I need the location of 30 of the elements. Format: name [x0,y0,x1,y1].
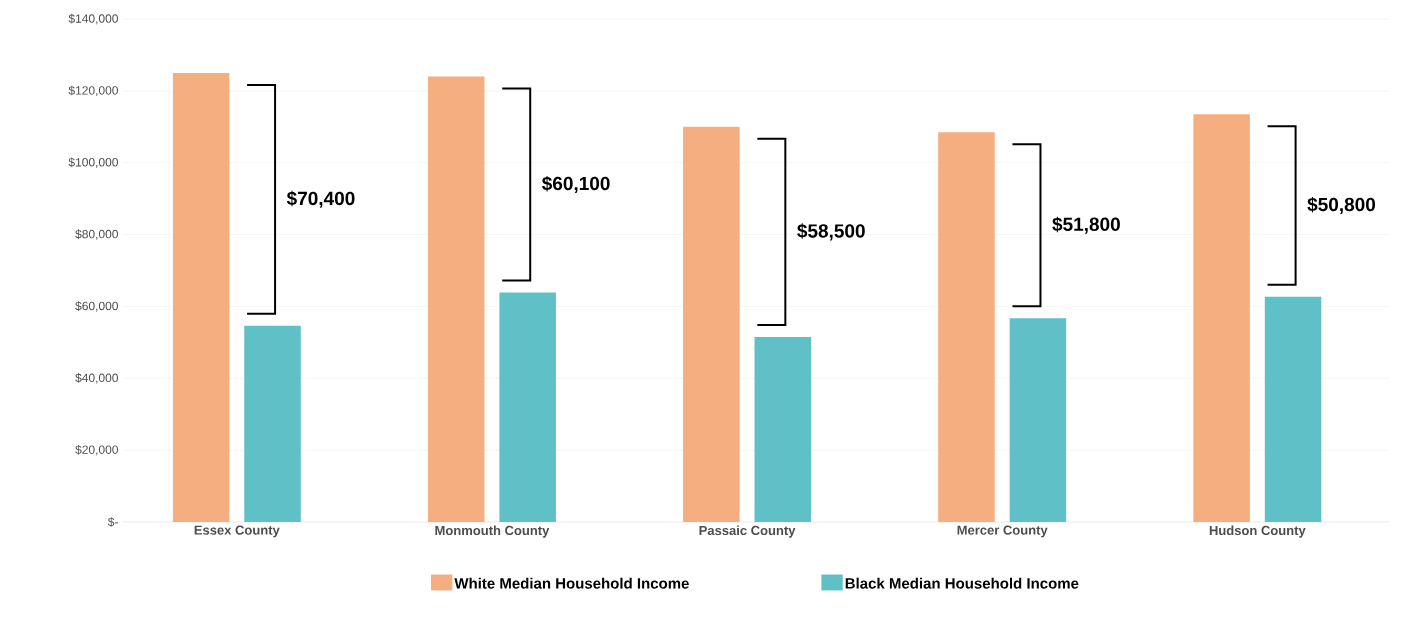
x-tick-label: Monmouth County [435,525,550,538]
bar [754,336,812,522]
bar [938,132,995,522]
x-tick-label: Essex County [194,525,280,538]
annotation: $60,100 [542,175,610,193]
y-tick-label: $40,000 [75,373,118,384]
y-tick-label: $- [107,517,118,527]
bar [1009,318,1067,522]
bar [683,126,740,522]
x-tick-label: Mercer County [957,525,1048,538]
y-tick-label: $100,000 [68,157,118,168]
annotation: $50,800 [1307,196,1376,214]
x-tick-label: Passaic County [699,525,796,538]
annotation: $51,800 [1052,216,1120,234]
bar [244,325,301,522]
y-tick-label: $60,000 [75,301,118,312]
bar [1193,114,1250,522]
bar [1264,296,1322,522]
bar [499,292,556,522]
annotation: $70,400 [286,190,355,208]
bar [427,76,485,522]
legend-label: Black Median Household Income [845,577,1079,589]
y-tick-label: $120,000 [68,85,118,97]
bar [172,72,230,522]
x-tick-label: Hudson County [1209,525,1306,538]
y-tick-label: $20,000 [75,444,118,456]
y-tick-label: $140,000 [68,13,118,25]
legend-label: White Median Household Income [454,577,689,589]
annotation: $58,500 [797,223,865,241]
y-tick-label: $80,000 [75,229,118,240]
